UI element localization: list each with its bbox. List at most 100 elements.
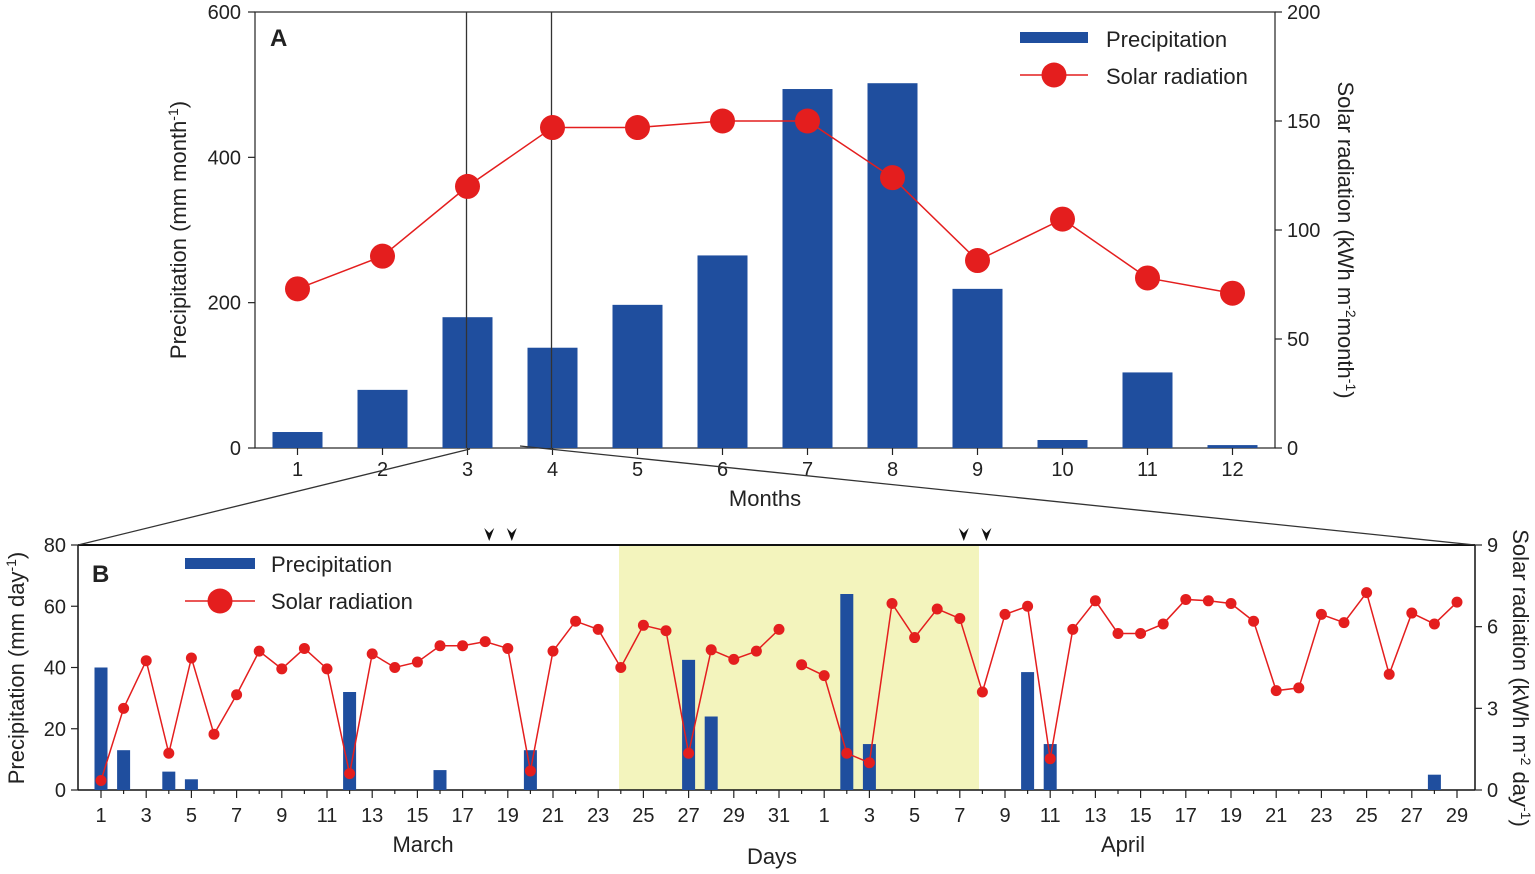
panel-b-x-tick-label: 5 <box>186 805 197 827</box>
panel-b-solar-point <box>1361 587 1373 599</box>
panel-b-x-tick-label: 21 <box>542 805 564 827</box>
panel-b-solar-point <box>457 640 469 652</box>
panel-a-solar-point <box>965 248 990 274</box>
panel-a-right-tick-label: 200 <box>1287 2 1320 24</box>
zoom-line-right <box>519 445 1476 546</box>
panel-b-left-tick-label: 0 <box>55 780 66 802</box>
panel-b-x-tick-label: 7 <box>954 805 965 827</box>
panel-b-solar-point <box>231 689 243 701</box>
panel-b-solar-point <box>683 747 695 759</box>
panel-b-right-tick-label: 6 <box>1487 617 1498 639</box>
panel-b-right-tick-label: 3 <box>1487 698 1498 720</box>
panel-b-solar-point <box>886 598 898 610</box>
panel-a-solar-point <box>710 108 735 134</box>
panel-b-solar-point <box>389 662 401 673</box>
panel-b-right-y-title: Solar radiation (kWh m-2 day-1) <box>1508 529 1534 827</box>
panel-a-solar-point <box>880 165 905 191</box>
panel-b-solar-point <box>592 623 604 635</box>
panel-b-solar-point <box>637 619 649 631</box>
panel-a-left-tick-label: 600 <box>208 2 241 24</box>
panel-b-right-tick-label: 9 <box>1487 535 1498 557</box>
zoom-connector-lines <box>77 445 1476 546</box>
panel-a-legend-solar-label: Solar radiation <box>1106 64 1248 89</box>
panel-b-x-tick-label: 11 <box>1040 805 1061 827</box>
panel-b-solar-point <box>931 603 943 615</box>
panel-b-precip-bar <box>184 779 198 790</box>
zoom-line-left <box>77 448 471 546</box>
panel-b-x-tick-label: 23 <box>1310 805 1332 827</box>
panel-a-x-tick-label: 7 <box>802 459 813 481</box>
panel-b-solar-point <box>502 642 514 654</box>
panel-b-solar-point <box>298 642 310 654</box>
panel-a-x-tick-label: 11 <box>1137 459 1158 481</box>
panel-a-legend-precip-label: Precipitation <box>1106 27 1227 52</box>
panel-b-x-tick-label: 19 <box>497 805 519 827</box>
panel-b-x-tick-label: 17 <box>1175 805 1197 827</box>
panel-b-month-label-april: April <box>1101 832 1145 857</box>
panel-a-right-tick-label: 100 <box>1287 220 1320 242</box>
panel-b-x-tick-label: 9 <box>999 805 1010 827</box>
panel-a-x-tick-label: 8 <box>887 459 898 481</box>
panel-b-x-tick-label: 17 <box>451 805 473 827</box>
panel-b-solar-point <box>1112 627 1124 639</box>
panel-a-left-tick-label: 200 <box>208 293 241 315</box>
panel-b-precip-bar <box>117 750 131 790</box>
panel-b-solar-point <box>118 702 130 714</box>
panel-a-solar-point <box>1220 280 1245 306</box>
panel-a-right-y-title: Solar radiation (kWh m-2month-1) <box>1333 81 1359 398</box>
panel-b-left-tick-label: 80 <box>44 535 66 557</box>
panel-b-x-tick-label: 13 <box>1084 805 1106 827</box>
panel-a-precip-bar <box>1122 372 1173 448</box>
panel-b-solar-point <box>1044 753 1056 765</box>
panel-a-x-tick-label: 9 <box>972 459 983 481</box>
panel-b-solar-line-april <box>801 590 1458 764</box>
panel-b-solar-point <box>479 636 491 648</box>
panel-a-legend-solar-marker <box>1041 62 1067 88</box>
panel-b-x-tick-label: 1 <box>819 805 830 827</box>
panel-b-legend-solar-marker <box>207 588 233 614</box>
panel-a-legend-precip-swatch <box>1020 32 1088 43</box>
panel-b-precip-bar <box>94 667 108 790</box>
panel-b-solar-point <box>570 615 582 627</box>
panel-b-solar-point <box>1067 623 1079 635</box>
panel-b-x-tick-label: 5 <box>909 805 920 827</box>
panel-b-solar-point <box>366 648 378 660</box>
panel-b-x-tick-label: 29 <box>723 805 745 827</box>
panel-b-solar-point <box>841 747 853 759</box>
panel-b-arrow-marker <box>506 528 517 541</box>
panel-b-solar-point <box>818 670 830 682</box>
panel-a-solar-point <box>1135 265 1160 291</box>
panel-b-x-tick-label: 15 <box>406 805 428 827</box>
panel-a-precip-bar <box>527 347 578 448</box>
panel-b-left-y-title: Precipitation (mm day-1) <box>3 552 29 785</box>
panel-b-x-tick-label: 27 <box>677 805 699 827</box>
panel-b-precip-bar <box>704 716 718 790</box>
panel-b-solar-point <box>728 653 740 665</box>
panel-b-x-tick-label: 1 <box>95 805 106 827</box>
panel-b-solar-point <box>321 663 333 675</box>
panel-b-solar-point <box>954 613 966 624</box>
panel-a-solar-point <box>625 115 650 141</box>
panel-a-solar-line <box>297 120 1233 294</box>
panel-a-x-tick-label: 1 <box>292 459 303 481</box>
panel-a-x-tick-label: 6 <box>717 459 728 481</box>
panel-b-solar-point <box>750 645 762 657</box>
panel-b-solar-point <box>344 768 356 780</box>
panel-b-arrow-marker <box>981 528 992 541</box>
panel-a-precip-bar <box>867 83 918 449</box>
panel-a-right-tick-label: 150 <box>1287 111 1320 133</box>
panel-b-solar-point <box>1022 600 1034 612</box>
panel-a-solar-point <box>540 115 565 141</box>
panel-b-solar-point <box>1248 615 1260 627</box>
panel-b-solar-point <box>863 757 875 769</box>
panel-b-precip-bar <box>840 594 854 790</box>
panel-b-x-tick-label: 19 <box>1220 805 1242 827</box>
panel-b-solar-point <box>1293 682 1305 694</box>
panel-b-x-title: Days <box>747 844 797 869</box>
panel-b-solar-point <box>976 686 988 698</box>
panel-a-precip-bar <box>442 317 493 448</box>
panel-a-solar-point <box>285 276 310 302</box>
panel-b-solar-point <box>547 645 559 657</box>
panel-a-solar-point <box>455 173 480 199</box>
